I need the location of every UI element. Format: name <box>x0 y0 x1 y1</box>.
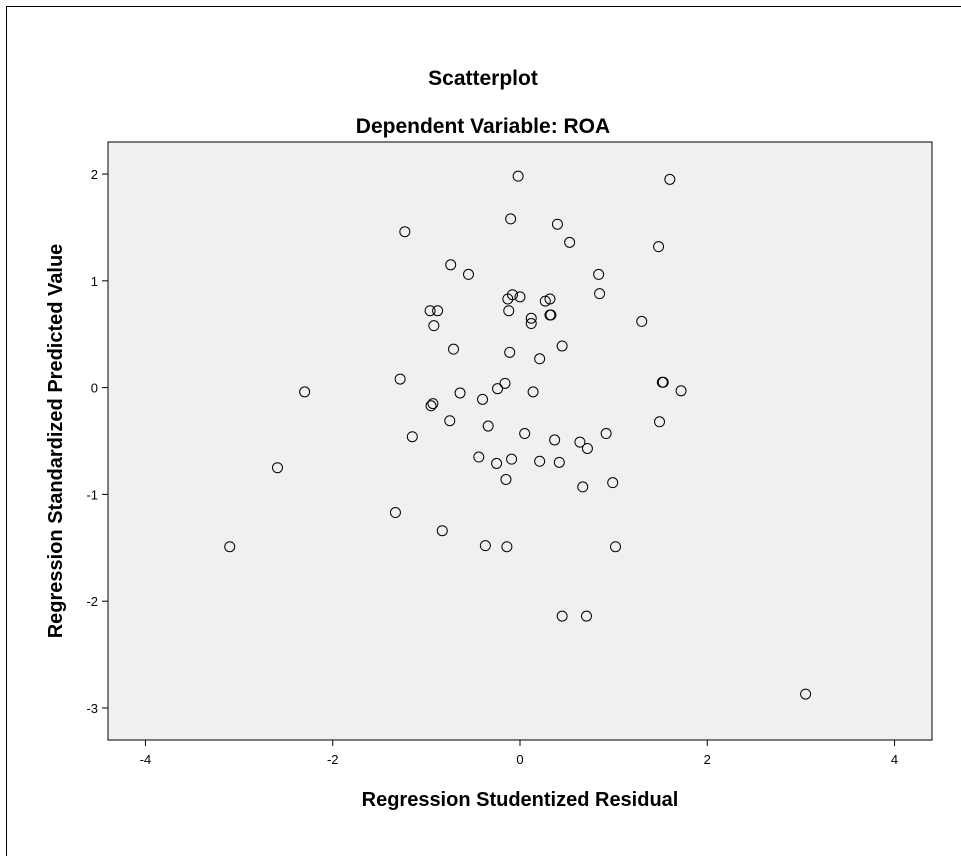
data-point <box>299 386 311 398</box>
data-point <box>525 312 537 324</box>
data-point <box>473 451 485 463</box>
x-tick-label: -4 <box>140 752 152 767</box>
data-point <box>800 688 812 700</box>
data-point <box>657 376 669 388</box>
data-point <box>445 259 457 271</box>
data-point <box>503 305 515 317</box>
data-point <box>580 610 592 622</box>
y-axis-label: Regression Standardized Predicted Value <box>45 244 67 639</box>
data-point <box>525 318 537 330</box>
y-tick-label: 0 <box>91 381 98 396</box>
data-point <box>500 473 512 485</box>
data-point <box>477 393 489 405</box>
data-point <box>389 507 401 519</box>
data-point <box>581 442 593 454</box>
data-point <box>224 541 236 553</box>
data-point <box>664 173 676 185</box>
chart-subtitle: Dependent Variable: ROA <box>356 115 610 138</box>
x-axis: -4 -2 0 2 4 <box>140 740 898 767</box>
data-point <box>551 218 563 230</box>
y-tick-label: 2 <box>91 167 98 182</box>
data-point <box>564 236 576 248</box>
data-point <box>610 541 622 553</box>
data-point <box>653 241 665 253</box>
chart-title: Scatterplot <box>428 67 538 90</box>
data-point <box>514 291 526 303</box>
data-point <box>553 456 565 468</box>
data-point <box>504 346 516 358</box>
x-tick-label: 4 <box>891 752 898 767</box>
data-point <box>506 453 518 465</box>
x-tick-label: 0 <box>516 752 523 767</box>
data-point <box>406 431 418 443</box>
data-point <box>577 481 589 493</box>
data-point <box>534 353 546 365</box>
data-point <box>607 477 619 489</box>
data-point <box>492 383 504 395</box>
y-tick-label: -1 <box>86 487 98 502</box>
x-tick-label: 2 <box>704 752 711 767</box>
data-point <box>549 434 561 446</box>
data-point <box>512 170 524 182</box>
data-point <box>501 541 513 553</box>
data-point <box>399 226 411 238</box>
data-point <box>505 213 517 225</box>
data-point <box>593 268 605 280</box>
data-point <box>534 455 546 467</box>
data-point <box>675 385 687 397</box>
plot-area <box>107 141 933 741</box>
data-point <box>444 415 456 427</box>
data-point <box>424 305 436 317</box>
data-point <box>636 315 648 327</box>
y-tick-label: -3 <box>86 701 98 716</box>
data-point <box>482 420 494 432</box>
data-point <box>519 428 531 440</box>
y-axis: 2 1 0 -1 -2 -3 <box>86 167 108 716</box>
data-point <box>556 610 568 622</box>
data-point <box>427 398 439 410</box>
x-axis-label: Regression Studentized Residual <box>362 789 679 811</box>
data-point <box>502 293 514 305</box>
data-point <box>428 320 440 332</box>
data-point <box>425 400 437 412</box>
x-tick-label: -2 <box>327 752 339 767</box>
data-point <box>394 373 406 385</box>
data-point <box>432 305 444 317</box>
data-point <box>600 428 612 440</box>
data-point <box>479 540 491 552</box>
data-point <box>539 295 551 307</box>
data-points <box>224 170 812 700</box>
data-point <box>545 309 557 321</box>
data-point <box>527 386 539 398</box>
data-point <box>436 525 448 537</box>
y-tick-label: 1 <box>91 274 98 289</box>
y-tick-label: -2 <box>86 594 98 609</box>
data-point <box>271 462 283 474</box>
data-point <box>448 343 460 355</box>
data-point <box>574 436 586 448</box>
data-point <box>454 387 466 399</box>
data-point <box>556 340 568 352</box>
data-point <box>499 377 511 389</box>
data-point <box>654 416 666 428</box>
data-point <box>594 288 606 300</box>
data-point <box>491 457 503 469</box>
data-point <box>463 268 474 280</box>
